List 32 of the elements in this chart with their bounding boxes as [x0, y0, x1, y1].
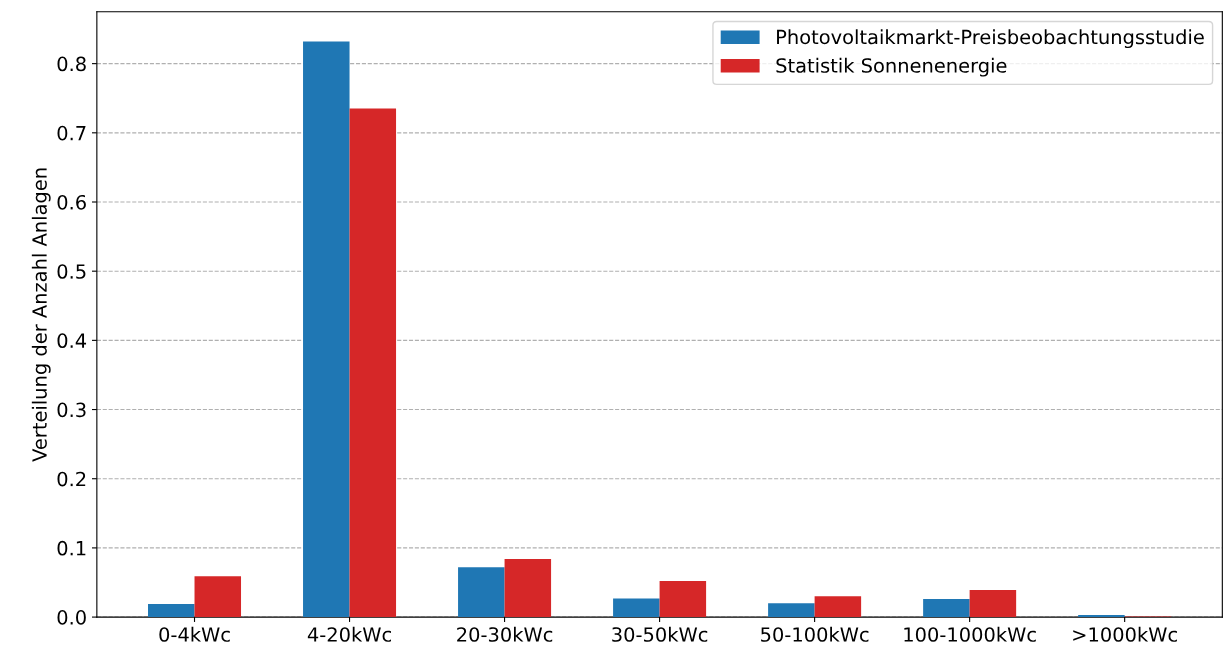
y-tick-label: 0.3	[57, 402, 86, 418]
y-tick-label: 0.8	[57, 56, 86, 72]
x-tick-label: 30-50kWc	[612, 626, 708, 642]
bar	[969, 590, 1017, 618]
bar	[458, 567, 505, 618]
y-tick-label: 0.4	[57, 333, 87, 349]
x-tick-label: 20-30kWc	[457, 626, 553, 642]
x-tick-label: 50-100kWc	[761, 626, 869, 642]
y-tick-label: 0.1	[57, 540, 86, 556]
x-tick-label: 4-20kWc	[307, 626, 391, 642]
bar	[349, 108, 397, 618]
x-tick-label: 0-4kWc	[159, 626, 230, 642]
y-tick-label: 0.0	[57, 610, 86, 625]
bar	[923, 599, 970, 618]
y-axis-title: Verteilung der Anzahl Anlagen	[31, 168, 51, 462]
y-tick-label: 0.5	[57, 264, 86, 279]
legend-label: Photovoltaikmarkt-Preisbeobachtungsstudie	[777, 29, 1204, 49]
y-tick-label: 0.7	[57, 125, 86, 141]
bar	[194, 576, 242, 618]
bar	[613, 598, 660, 618]
y-tick-label: 0.2	[57, 471, 86, 487]
bar	[1078, 615, 1125, 618]
bar	[768, 603, 815, 618]
x-tick-label: >1000kWc	[1073, 626, 1177, 642]
y-tick-label: 0.6	[57, 194, 86, 210]
legend-label: Statistik Sonnenenergie	[776, 57, 1007, 77]
bar	[504, 558, 552, 618]
bar	[303, 41, 350, 618]
bar	[814, 596, 862, 618]
x-tick-label: 100-1000kWc	[904, 626, 1036, 642]
bar	[148, 603, 195, 618]
bar	[659, 581, 707, 618]
